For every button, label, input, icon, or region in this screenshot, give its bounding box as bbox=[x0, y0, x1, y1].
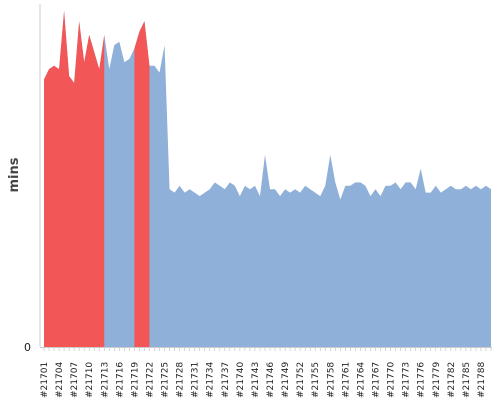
series-area-highlight-1 bbox=[44, 10, 105, 348]
x-tick-label: #21758 bbox=[326, 362, 336, 398]
x-tick-label: #21770 bbox=[387, 362, 397, 398]
series-area-base bbox=[44, 10, 491, 348]
x-tick-label: #21728 bbox=[176, 362, 186, 398]
series-area-highlight-2 bbox=[134, 21, 150, 348]
x-tick-label: #21764 bbox=[356, 362, 366, 398]
x-tick-label: #21743 bbox=[251, 362, 261, 398]
y-axis-label: mins bbox=[7, 157, 22, 192]
x-tick-label: #21710 bbox=[85, 362, 95, 398]
x-tick-label: #21776 bbox=[417, 362, 427, 398]
x-tick-label: #21740 bbox=[236, 362, 246, 398]
x-tick-label: #21719 bbox=[130, 362, 140, 398]
x-tick-label: #21773 bbox=[402, 362, 412, 398]
x-tick-label: #21779 bbox=[432, 362, 442, 398]
x-tick-label: #21767 bbox=[371, 362, 381, 398]
x-tick-label: #21782 bbox=[447, 362, 457, 398]
x-tick-label: #21749 bbox=[281, 362, 291, 398]
x-tick-label: #21761 bbox=[341, 362, 351, 398]
y-tick-label: 0 bbox=[24, 341, 31, 354]
x-tick-label: #21785 bbox=[462, 362, 472, 398]
x-tick-label: #21716 bbox=[115, 362, 125, 398]
x-tick-label: #21788 bbox=[477, 362, 487, 398]
x-tick-label: #21755 bbox=[311, 362, 321, 398]
x-tick-label: #21734 bbox=[206, 362, 216, 398]
x-tick-label: #21701 bbox=[40, 362, 50, 398]
x-tick-label: #21737 bbox=[221, 362, 231, 398]
x-tick-label: #21752 bbox=[296, 362, 306, 398]
x-tick-label: #21707 bbox=[70, 362, 80, 398]
x-tick-label: #21722 bbox=[145, 362, 155, 398]
x-tick-label: #21746 bbox=[266, 362, 276, 398]
x-tick-label: #21704 bbox=[55, 362, 65, 398]
x-tick-label: #21713 bbox=[100, 362, 110, 398]
x-tick-label: #21731 bbox=[191, 362, 201, 398]
x-tick-label: #21725 bbox=[161, 362, 171, 398]
